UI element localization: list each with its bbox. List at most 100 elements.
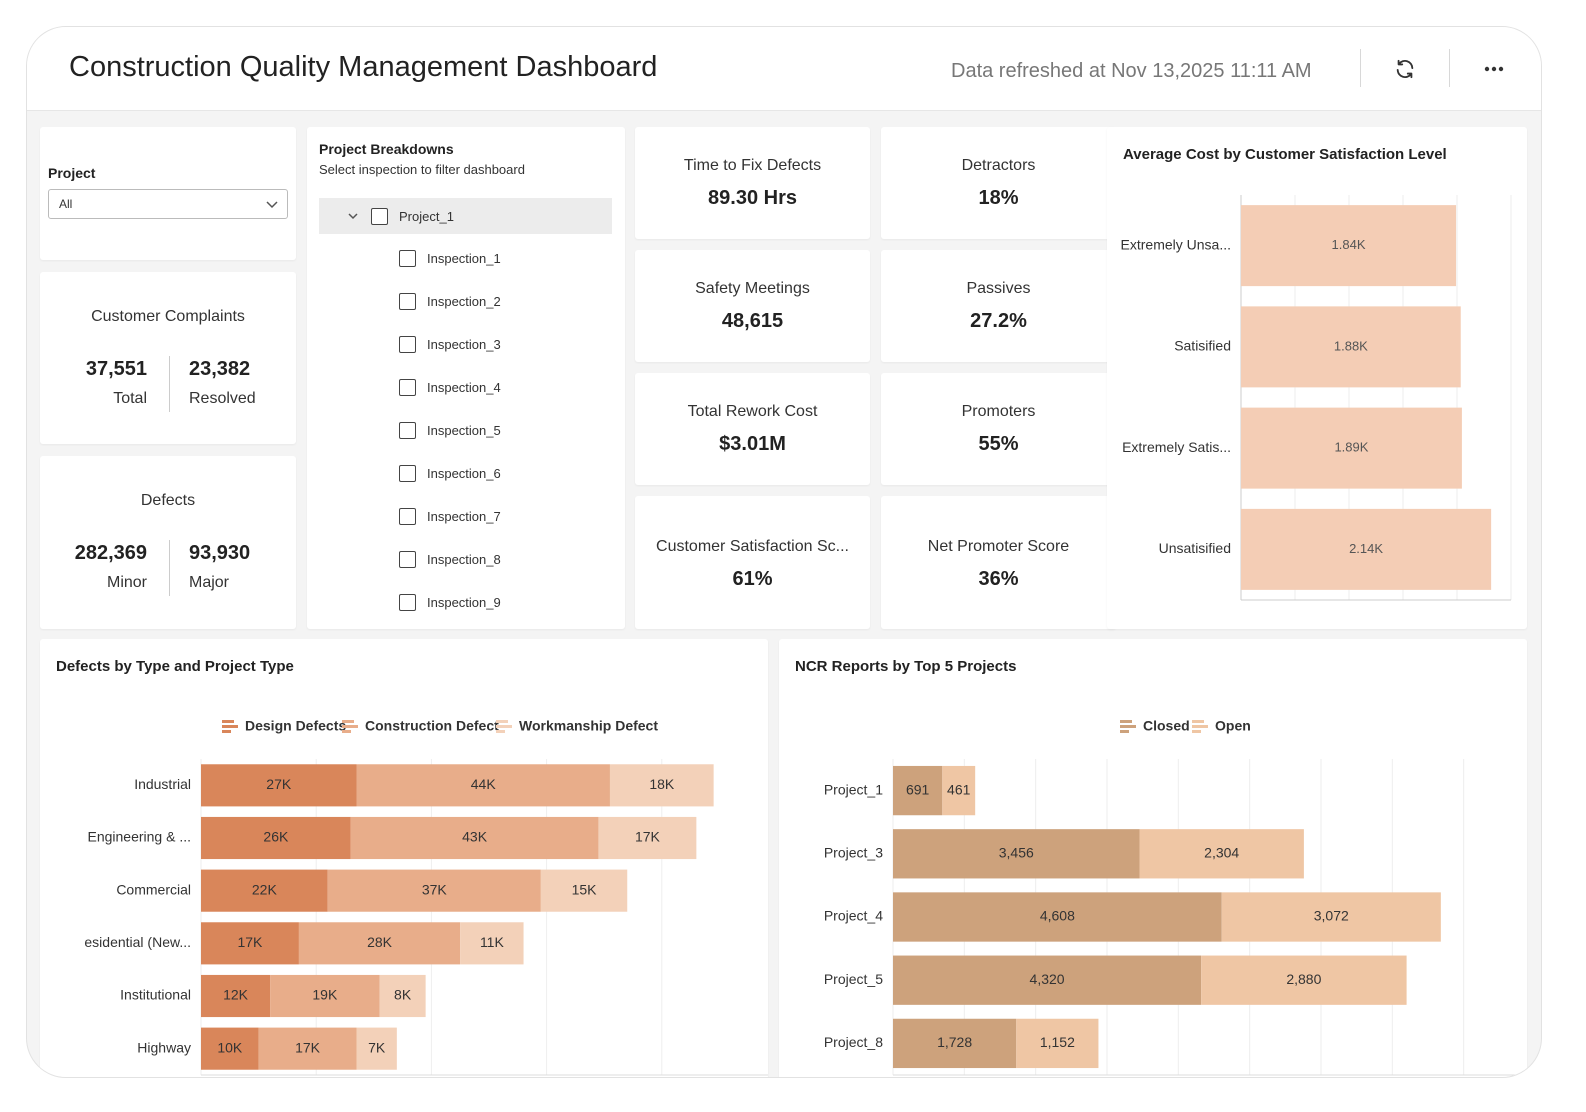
bar-segment	[1221, 892, 1441, 942]
chevron-down-icon	[266, 201, 278, 209]
checkbox[interactable]	[371, 207, 388, 225]
avg-cost-chart: 1.84K Extremely Unsa... 1.88K Satisified 1.8…	[1121, 195, 1512, 601]
bar-segment	[356, 764, 610, 807]
legend-label: Workmanship Defect	[519, 718, 658, 734]
tree-item-inspection[interactable]: Inspection_8	[399, 541, 501, 577]
data-label: 44K	[471, 776, 497, 792]
tree-item-inspection[interactable]: Inspection_4	[399, 369, 501, 405]
tree-item-label: Inspection_7	[427, 508, 501, 524]
kpi-value: $3.01M	[719, 433, 786, 455]
data-label: 1.84K	[1332, 237, 1366, 252]
category-label: Highway	[137, 1039, 191, 1055]
bar-segment	[609, 764, 714, 807]
checkbox[interactable]	[399, 249, 416, 267]
defects-minor-value: 282,369	[74, 542, 147, 564]
data-label: 43K	[462, 829, 488, 845]
project-select[interactable]: All	[48, 189, 288, 219]
legend-item: Open	[1192, 718, 1251, 734]
bar-segment	[540, 869, 628, 912]
data-label: 11K	[480, 934, 505, 950]
data-label: 37K	[422, 881, 448, 897]
category-label: Unsatisified	[1159, 540, 1231, 556]
bar-segment	[201, 974, 271, 1018]
checkbox[interactable]	[399, 335, 416, 353]
bar-segment	[327, 869, 541, 912]
tree-item-label: Inspection_3	[427, 336, 501, 352]
checkbox[interactable]	[399, 593, 416, 611]
bar-segment	[893, 1018, 1017, 1069]
checkbox[interactable]	[399, 292, 416, 310]
page-title: Construction Quality Management Dashboar…	[69, 51, 658, 83]
data-label: 1.88K	[1334, 338, 1368, 353]
legend-item: Workmanship Defect	[496, 718, 658, 734]
checkbox[interactable]	[399, 378, 416, 396]
legend-label: Open	[1215, 718, 1251, 734]
tree-item-inspection[interactable]: Inspection_2	[399, 283, 501, 319]
kpi-value: 36%	[978, 568, 1019, 590]
tree-item-inspection[interactable]: Inspection_1	[399, 240, 501, 276]
pair-divider	[169, 540, 170, 596]
bar-segment	[201, 816, 351, 860]
data-label: 691	[906, 781, 930, 797]
category-label: Industrial	[134, 776, 191, 792]
header-divider	[1449, 49, 1450, 87]
category-label: Extremely Unsa...	[1121, 236, 1231, 252]
data-label: 2,880	[1286, 971, 1321, 987]
data-label: 1.89K	[1334, 440, 1368, 455]
complaints-total-label: Total	[113, 390, 147, 407]
kpi-title: Time to Fix Defects	[683, 157, 822, 174]
checkbox[interactable]	[399, 507, 416, 525]
legend-item: Design Defects	[222, 718, 346, 734]
tree-item-label: Project_1	[399, 208, 454, 224]
bar-segment	[942, 765, 976, 816]
bar-segment	[460, 922, 524, 965]
tree-item-inspection[interactable]: Inspection_5	[399, 412, 501, 448]
tree-item-inspection[interactable]: Inspection_3	[399, 326, 501, 362]
tree-item-inspection[interactable]: Inspection_7	[399, 498, 501, 534]
legend-swatch	[496, 720, 508, 723]
bar-segment	[270, 974, 380, 1018]
bar-segment	[201, 1027, 259, 1070]
category-label: Institutional	[120, 987, 191, 1003]
checkbox[interactable]	[399, 421, 416, 439]
tree-item-project[interactable]: Project_1	[319, 198, 612, 234]
data-label: 27K	[266, 776, 292, 792]
bar-segment	[201, 764, 357, 807]
kpi-title: Net Promoter Score	[927, 538, 1070, 555]
bar-segment	[298, 922, 461, 965]
tree-item-label: Inspection_1	[427, 250, 501, 266]
chart-title: Defects by Type and Project Type	[56, 658, 294, 675]
category-label: Extremely Satis...	[1122, 439, 1231, 455]
defects-major-label: Major	[189, 574, 230, 591]
legend-swatch	[496, 730, 505, 733]
refresh-button[interactable]	[1387, 51, 1423, 87]
legend-swatch	[1120, 730, 1129, 733]
defects-by-type-card: Defects by Type and Project Type Design …	[40, 639, 768, 1077]
project-breakdowns-card: Project Breakdowns Select inspection to …	[307, 127, 625, 629]
project-select-value: All	[59, 197, 73, 211]
ncr-reports-card: NCR Reports by Top 5 Projects Closed Open…	[779, 639, 1527, 1077]
more-options-button[interactable]	[1476, 51, 1512, 87]
bar-segment	[1016, 1018, 1099, 1069]
legend-swatch	[222, 720, 234, 723]
data-label: 4,320	[1030, 971, 1065, 987]
more-icon	[1484, 66, 1504, 72]
kpi-card: Net Promoter Score 36%	[881, 496, 1116, 629]
legend-swatch	[1192, 720, 1204, 723]
bar-segment	[1139, 829, 1304, 879]
bar	[1241, 205, 1457, 287]
tree-item-inspection[interactable]: Inspection_6	[399, 455, 501, 491]
kpi-title: Customer Satisfaction Sc...	[656, 538, 849, 555]
legend-swatch	[222, 730, 231, 733]
avg-cost-chart-card: Average Cost by Customer Satisfaction Le…	[1107, 127, 1527, 629]
data-label: 17K	[635, 829, 661, 845]
bar-segment	[356, 1027, 397, 1070]
legend-swatch	[222, 725, 238, 728]
kpi-card: Total Rework Cost $3.01M	[635, 373, 870, 485]
tree-item-inspection[interactable]: Inspection_9	[399, 584, 501, 620]
checkbox[interactable]	[399, 464, 416, 482]
chevron-down-icon[interactable]	[347, 210, 359, 222]
checkbox[interactable]	[399, 550, 416, 568]
tree-item-label: Inspection_5	[427, 422, 501, 438]
data-label: 4,608	[1040, 908, 1075, 924]
